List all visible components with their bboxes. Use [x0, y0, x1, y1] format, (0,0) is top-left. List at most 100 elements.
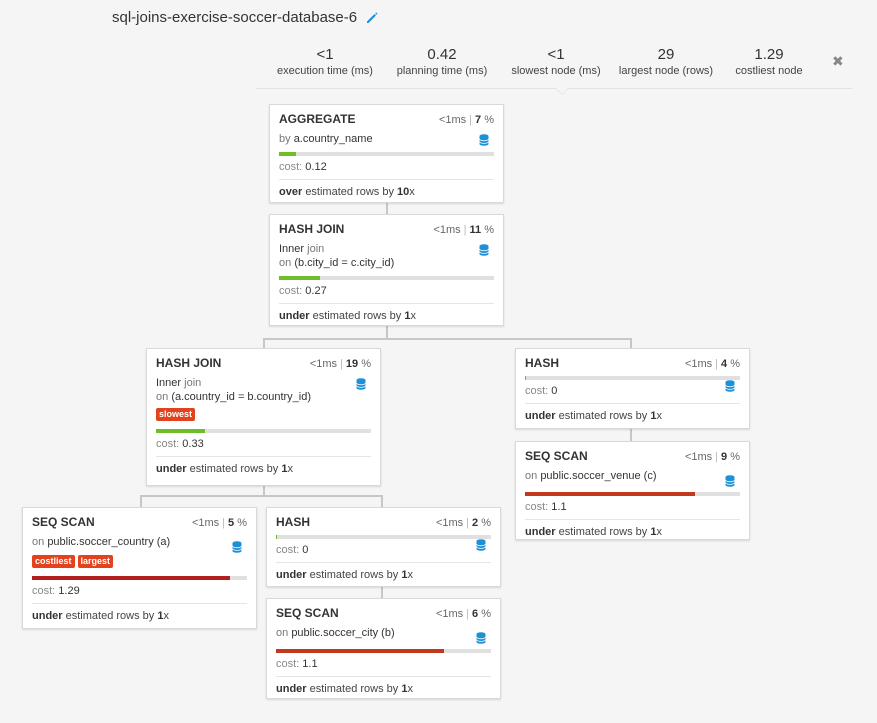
- estimate-direction: under: [276, 569, 307, 581]
- node-metrics: <1ms | 4 %: [684, 358, 740, 370]
- stat-value: <1: [316, 46, 334, 63]
- cost-bar: [276, 649, 491, 653]
- cost-bar: [276, 535, 491, 539]
- plan-node-hash-join-left[interactable]: HASH JOIN <1ms | 19 % Inner join on (a.cou…: [146, 348, 381, 486]
- cost-label: cost:: [279, 161, 303, 173]
- estimate-direction: under: [525, 410, 556, 422]
- plan-node-seq-scan-city[interactable]: SEQ SCAN <1ms | 6 % on public.soccer_city …: [266, 598, 501, 699]
- connector: [381, 586, 383, 598]
- estimate-text: estimated rows by: [558, 410, 648, 422]
- cost-label: cost:: [32, 585, 56, 597]
- cost-bar: [156, 429, 371, 433]
- node-name: SEQ SCAN: [32, 515, 95, 529]
- cost-bar-fill: [156, 429, 206, 433]
- estimate-direction: under: [525, 526, 556, 538]
- node-cost: cost: 0.33: [156, 438, 371, 450]
- close-icon[interactable]: ✖: [832, 53, 844, 69]
- join-label: join: [184, 377, 202, 389]
- row-estimate: under estimated rows by 1x: [279, 303, 494, 323]
- estimate-factor: 1: [404, 310, 411, 322]
- node-metrics: <1ms | 5 %: [191, 517, 247, 529]
- estimate-factor: 1: [650, 410, 657, 422]
- node-detail: on public.soccer_venue (c): [525, 469, 740, 483]
- stat-value: <1: [547, 46, 565, 63]
- estimate-text: estimated rows by: [312, 310, 402, 322]
- detail-prefix: by: [279, 133, 291, 145]
- cost-label: cost:: [156, 438, 180, 450]
- node-time: <1ms: [309, 358, 338, 370]
- plan-node-seq-scan-country[interactable]: SEQ SCAN <1ms | 5 % on public.soccer_count…: [22, 507, 257, 629]
- cost-label: cost:: [525, 501, 549, 513]
- node-name: SEQ SCAN: [276, 606, 339, 620]
- plan-node-hash-mid[interactable]: HASH <1ms | 2 % cost: 0 under estimated ro…: [266, 507, 501, 587]
- node-cost: cost: 1.1: [276, 658, 491, 670]
- node-tags: costliest largest: [32, 555, 247, 568]
- join-type-value: Inner: [279, 243, 305, 255]
- node-detail: on public.soccer_country (a): [32, 535, 247, 549]
- node-cost: cost: 0.12: [279, 161, 494, 173]
- node-name: HASH JOIN: [279, 222, 345, 236]
- detail-prefix: on: [32, 536, 45, 548]
- database-icon: [479, 244, 489, 256]
- database-icon: [476, 539, 486, 551]
- estimate-text: estimated rows by: [309, 569, 399, 581]
- estimate-x: x: [410, 310, 416, 322]
- page-title: sql-joins-exercise-soccer-database-6: [112, 9, 358, 26]
- estimate-x: x: [287, 463, 293, 475]
- cost-bar-fill: [279, 276, 320, 280]
- plan-node-seq-scan-venue[interactable]: SEQ SCAN <1ms | 9 % on public.soccer_venue…: [515, 441, 750, 540]
- node-percent: 2: [472, 517, 479, 529]
- detail-value: public.soccer_city (b): [291, 627, 395, 639]
- node-name: HASH JOIN: [156, 356, 222, 370]
- node-name: AGGREGATE: [279, 112, 356, 126]
- stat-value: 0.42: [427, 46, 457, 63]
- node-metrics: <1ms | 9 %: [684, 451, 740, 463]
- estimate-x: x: [656, 410, 662, 422]
- cost-value: 0.33: [182, 438, 204, 450]
- estimate-factor: 1: [281, 463, 288, 475]
- plan-node-hash-join-top[interactable]: HASH JOIN <1ms | 11 % Inner join on (b.cit…: [269, 214, 504, 326]
- estimate-factor: 1: [650, 526, 657, 538]
- stats-bar: <1 execution time (ms) 0.42 planning tim…: [256, 38, 852, 89]
- estimate-text: estimated rows by: [309, 683, 399, 695]
- plan-node-hash-right[interactable]: HASH <1ms | 4 % cost: 0 under estimated ro…: [515, 348, 750, 429]
- stat-label: costliest node: [735, 65, 803, 77]
- node-detail: on public.soccer_city (b): [276, 626, 491, 640]
- database-icon: [476, 632, 486, 644]
- node-percent: 6: [472, 608, 479, 620]
- node-metrics: <1ms | 2 %: [435, 517, 491, 529]
- estimate-text: estimated rows by: [189, 463, 279, 475]
- node-percent-unit: %: [730, 451, 740, 463]
- row-estimate: under estimated rows by 1x: [156, 456, 371, 476]
- plan-node-aggregate[interactable]: AGGREGATE <1ms | 7 % by a.country_name cos…: [269, 104, 504, 203]
- node-cost: cost: 0: [276, 544, 491, 556]
- node-name: HASH: [276, 515, 311, 529]
- join-label: join: [307, 243, 325, 255]
- pencil-icon[interactable]: [365, 11, 379, 25]
- node-cost: cost: 1.1: [525, 501, 740, 513]
- node-percent-unit: %: [484, 224, 494, 236]
- connector: [630, 429, 632, 441]
- row-estimate: over estimated rows by 10x: [279, 179, 494, 199]
- node-percent-unit: %: [481, 608, 491, 620]
- row-estimate: under estimated rows by 1x: [525, 403, 740, 423]
- connector: [263, 338, 265, 349]
- node-name: HASH: [525, 356, 560, 370]
- estimate-direction: under: [276, 683, 307, 695]
- estimate-factor: 10: [397, 186, 410, 198]
- detail-prefix: on: [276, 627, 289, 639]
- connector: [140, 495, 142, 507]
- stat-slowest-node: <1 slowest node (ms): [501, 46, 611, 77]
- cost-label: cost:: [276, 658, 300, 670]
- estimate-x: x: [407, 569, 413, 581]
- database-icon: [725, 380, 735, 392]
- stat-value: 1.29: [754, 46, 784, 63]
- database-icon: [725, 475, 735, 487]
- database-icon: [232, 541, 242, 553]
- node-cost: cost: 0.27: [279, 285, 494, 297]
- detail-prefix: on: [279, 257, 292, 269]
- cost-label: cost:: [525, 385, 549, 397]
- cost-value: 1.1: [551, 501, 567, 513]
- node-time: <1ms: [435, 608, 464, 620]
- detail-prefix: on: [156, 391, 169, 403]
